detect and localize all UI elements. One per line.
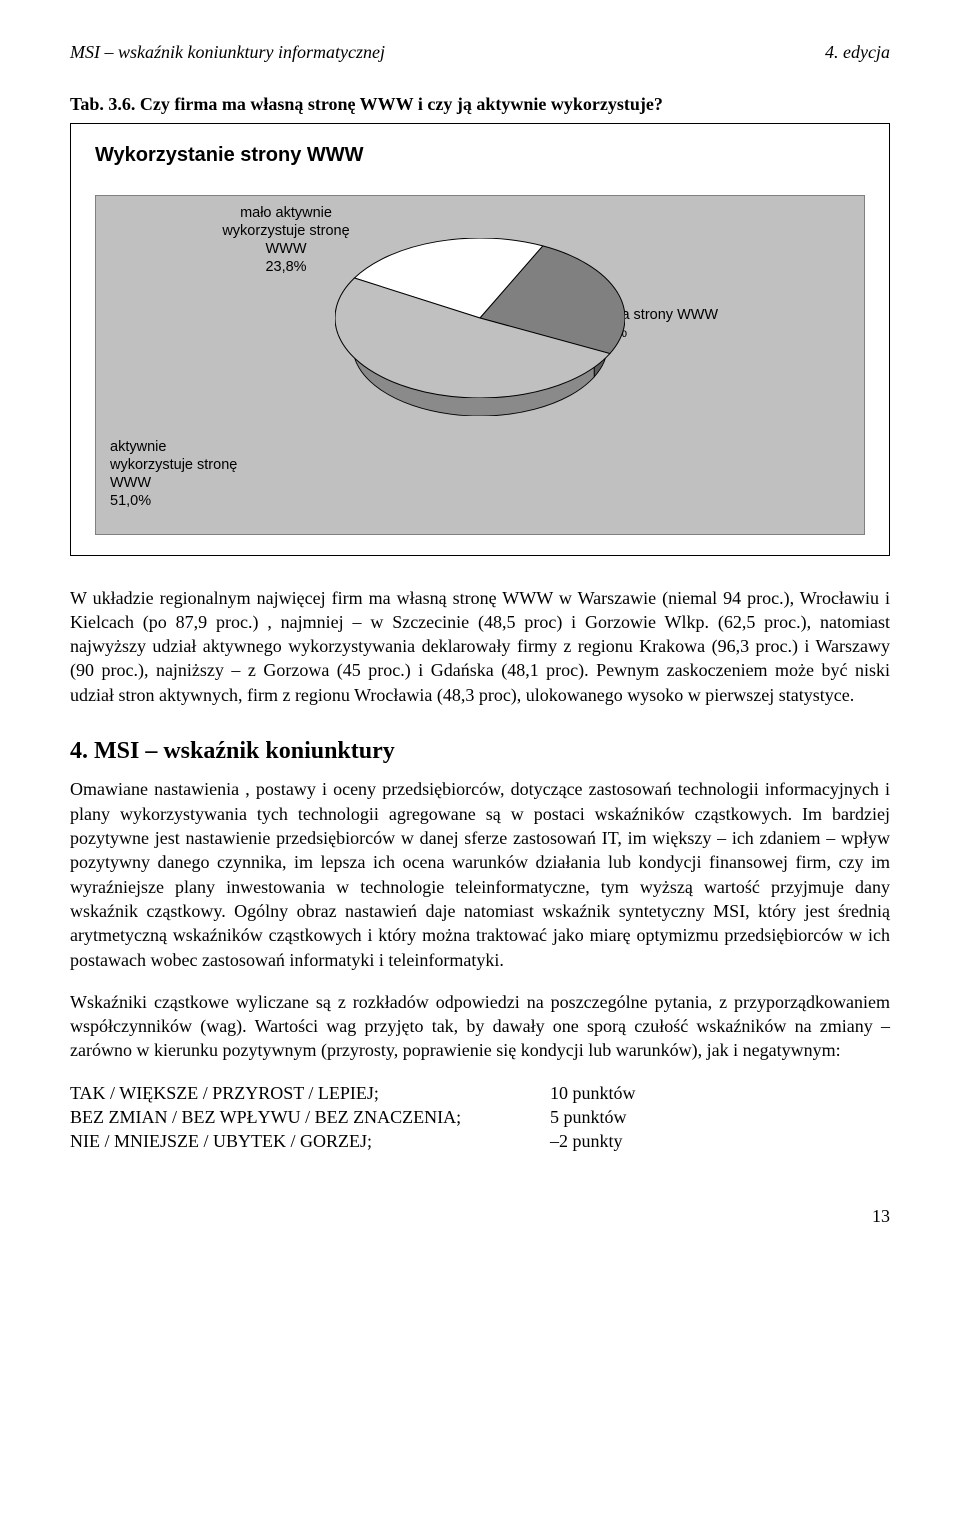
score-label: TAK / WIĘKSZE / PRZYROST / LEPIEJ; bbox=[70, 1081, 550, 1105]
pie-top bbox=[335, 238, 625, 398]
score-value: 5 punktów bbox=[550, 1105, 890, 1129]
score-value: –2 punkty bbox=[550, 1129, 890, 1153]
header-left: MSI – wskaźnik koniunktury informatyczne… bbox=[70, 40, 385, 64]
chart-frame: Wykorzystanie strony WWW mało aktywniewy… bbox=[70, 123, 890, 556]
table-caption: Tab. 3.6. Czy firma ma własną stronę WWW… bbox=[70, 92, 890, 116]
paragraph-1: W układzie regionalnym najwięcej firm ma… bbox=[70, 586, 890, 707]
section-heading: 4. MSI – wskaźnik koniunktury bbox=[70, 735, 890, 767]
score-row: NIE / MNIEJSZE / UBYTEK / GORZEJ;–2 punk… bbox=[70, 1129, 890, 1153]
chart-plot-area: mało aktywniewykorzystuje stronęWWW23,8%… bbox=[95, 195, 865, 535]
paragraph-3: Wskaźniki cząstkowe wyliczane są z rozkł… bbox=[70, 990, 890, 1063]
chart-title: Wykorzystanie strony WWW bbox=[95, 142, 865, 169]
header-right: 4. edycja bbox=[825, 40, 890, 64]
pie-chart bbox=[335, 238, 625, 438]
score-label: NIE / MNIEJSZE / UBYTEK / GORZEJ; bbox=[70, 1129, 550, 1153]
paragraph-2: Omawiane nastawienia , postawy i oceny p… bbox=[70, 777, 890, 971]
score-row: TAK / WIĘKSZE / PRZYROST / LEPIEJ;10 pun… bbox=[70, 1081, 890, 1105]
score-table: TAK / WIĘKSZE / PRZYROST / LEPIEJ;10 pun… bbox=[70, 1081, 890, 1154]
page-number: 13 bbox=[70, 1204, 890, 1228]
chart-label-active: aktywniewykorzystuje stronęWWW51,0% bbox=[110, 438, 270, 511]
score-value: 10 punktów bbox=[550, 1081, 890, 1105]
page-header: MSI – wskaźnik koniunktury informatyczne… bbox=[70, 40, 890, 64]
score-row: BEZ ZMIAN / BEZ WPŁYWU / BEZ ZNACZENIA; … bbox=[70, 1105, 890, 1129]
score-label: BEZ ZMIAN / BEZ WPŁYWU / BEZ ZNACZENIA; bbox=[70, 1105, 550, 1129]
